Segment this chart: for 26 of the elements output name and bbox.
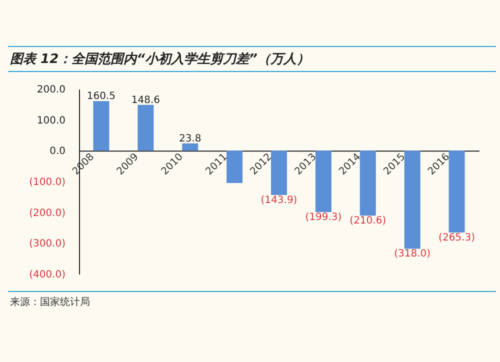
bar <box>448 150 465 232</box>
bar <box>315 150 332 212</box>
y-tick-label: (300.0) <box>29 238 66 250</box>
y-tick-label: (200.0) <box>29 208 66 219</box>
bar <box>271 150 287 196</box>
bar <box>360 150 376 216</box>
bar <box>138 104 154 151</box>
data-label: 23.8 <box>178 133 202 144</box>
y-tick-label: 0.0 <box>50 146 66 158</box>
data-label: 148.6 <box>131 94 160 106</box>
data-label: (199.3) <box>305 212 342 224</box>
data-label: (265.3) <box>438 232 476 244</box>
chart-title: 图表 12：全国范围内“小初入学生剪刀差”（万人） <box>8 46 496 72</box>
bar <box>182 143 198 151</box>
data-label: (210.6) <box>350 216 386 227</box>
y-tick-label: (100.0) <box>29 177 66 188</box>
y-tick-label: (400.0) <box>29 270 66 280</box>
data-label: 160.5 <box>86 91 116 102</box>
bar <box>404 150 420 249</box>
y-tick-label: 200.0 <box>36 84 66 96</box>
bar <box>226 150 243 184</box>
data-label: (143.9) <box>260 195 298 206</box>
data-label: (318.0) <box>394 248 431 260</box>
y-tick-label: 100.0 <box>36 115 66 126</box>
source-note: 来源：国家统计局 <box>8 291 496 312</box>
bar <box>93 101 110 151</box>
